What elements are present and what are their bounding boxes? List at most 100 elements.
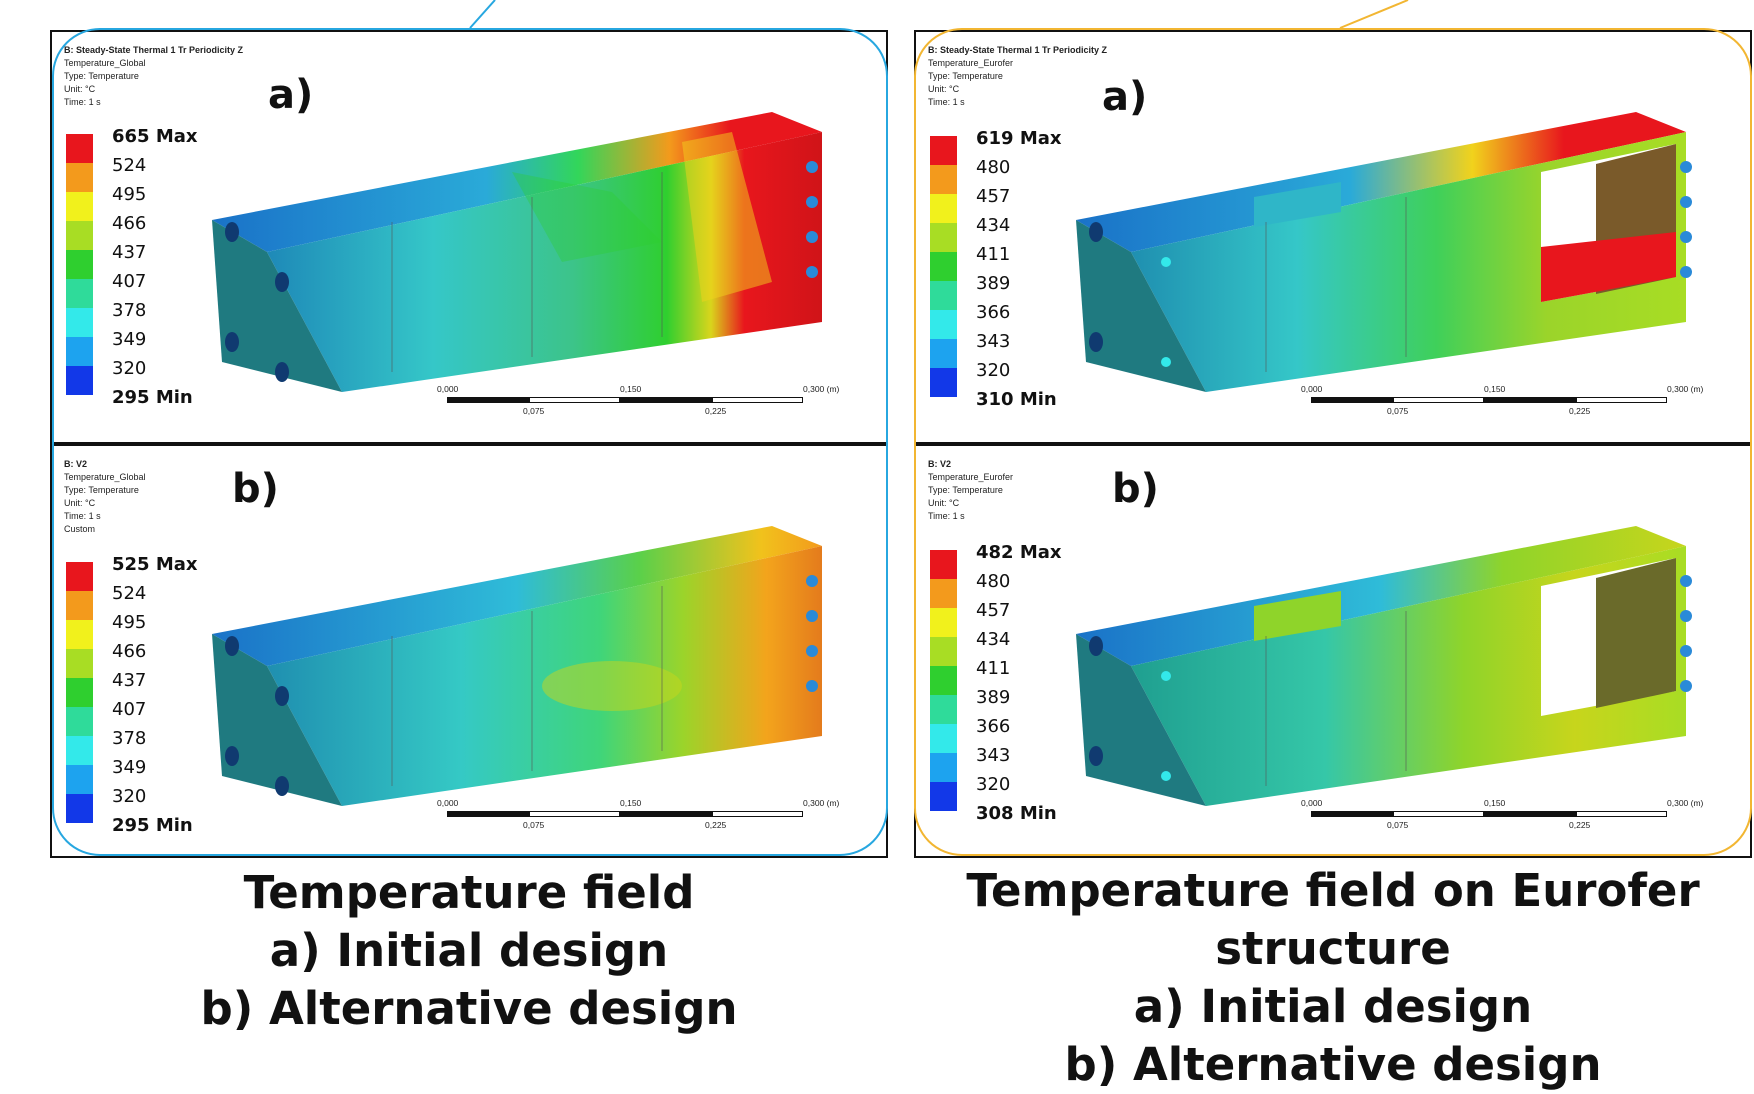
caption-line: b) Alternative design xyxy=(1064,1038,1602,1091)
legend-entry: 524 xyxy=(66,583,206,620)
legend-swatch xyxy=(66,678,93,707)
header-line: B: V2 xyxy=(64,459,88,469)
legend-entry: 480 xyxy=(930,571,1070,608)
header-line: Unit: °C xyxy=(64,84,96,94)
header-line: Time: 1 s xyxy=(928,511,965,521)
scale-label: 0,300 (m) xyxy=(1667,384,1704,394)
legend-entry: 524 xyxy=(66,155,206,192)
legend-entry: 320 xyxy=(66,358,206,395)
legend-entry: 343 xyxy=(930,331,1070,368)
highlight-frame-left xyxy=(52,28,888,856)
scale-segment xyxy=(712,811,803,817)
scale-segment xyxy=(1576,811,1667,817)
legend-entry: 310 Min xyxy=(930,389,1070,426)
panel-tag: a) xyxy=(1102,74,1148,120)
scale-segment xyxy=(1393,811,1484,817)
legend-entry: 434 xyxy=(930,215,1070,252)
header-line: Unit: °C xyxy=(64,498,96,508)
header-line: Temperature_Eurofer xyxy=(928,472,1014,482)
legend-entry: 480 xyxy=(930,157,1070,194)
scale-label: 0,000 xyxy=(1301,798,1323,808)
scale-segment xyxy=(1576,397,1667,403)
legend-entry: 378 xyxy=(66,728,206,765)
scale-segment xyxy=(1311,397,1393,403)
scale-label: 0,075 xyxy=(1387,406,1409,416)
scale-label: 0,225 xyxy=(1569,820,1591,830)
legend-entry: 295 Min xyxy=(66,387,206,424)
scale-label: 0,300 (m) xyxy=(803,798,840,808)
legend-label: 389 xyxy=(976,687,1011,708)
legend-swatch xyxy=(66,279,93,308)
legend-entry: 482 Max xyxy=(930,542,1070,579)
legend-swatch xyxy=(66,562,93,591)
caption-line: a) Initial design xyxy=(1133,980,1533,1033)
scale-bar: 0,000 0,150 0,300 (m) 0,075 0,225 xyxy=(437,798,840,838)
highlight-frame-right xyxy=(914,28,1752,856)
legend-swatch xyxy=(930,753,957,782)
legend-entry: 495 xyxy=(66,612,206,649)
legend-swatch xyxy=(66,308,93,337)
panel-tag: b) xyxy=(232,466,279,512)
legend-label: 457 xyxy=(976,186,1011,207)
legend-entry: 320 xyxy=(930,774,1070,811)
caption-line: Temperature field on Eurofer xyxy=(966,864,1700,917)
legend-swatch xyxy=(66,649,93,678)
legend-swatch xyxy=(930,579,957,608)
panel-right-initial: B: Steady-State Thermal 1 Tr Periodicity… xyxy=(914,30,1752,444)
connector-line-right xyxy=(1339,0,1409,29)
legend-swatch xyxy=(66,134,93,163)
header-line: Unit: °C xyxy=(928,498,960,508)
legend-label: 434 xyxy=(976,629,1011,650)
legend-label: 619 Max xyxy=(976,128,1062,149)
legend-swatch xyxy=(930,136,957,165)
legend-entry: 437 xyxy=(66,670,206,707)
scale-bar: 0,000 0,150 0,300 (m) 0,075 0,225 xyxy=(1301,384,1704,424)
scale-segment xyxy=(529,397,620,403)
legend-swatch xyxy=(930,339,957,368)
scale-label: 0,300 (m) xyxy=(803,384,840,394)
scale-label: 0,075 xyxy=(523,820,545,830)
scale-segment xyxy=(1484,397,1576,403)
header-line: Unit: °C xyxy=(928,84,960,94)
header-line: Type: Temperature xyxy=(64,485,139,495)
legend-swatch xyxy=(66,337,93,366)
legend-swatch xyxy=(930,310,957,339)
legend-label: 320 xyxy=(976,360,1011,381)
legend-label: 320 xyxy=(112,358,147,379)
legend-swatch xyxy=(930,281,957,310)
header-line: Type: Temperature xyxy=(64,71,139,81)
panel-header: B: V2 Temperature_Eurofer Type: Temperat… xyxy=(928,458,1013,523)
scale-label: 0,225 xyxy=(705,820,727,830)
legend-label: 407 xyxy=(112,699,147,720)
legend-label: 434 xyxy=(976,215,1011,236)
legend-entry: 366 xyxy=(930,302,1070,339)
legend-entry: 495 xyxy=(66,184,206,221)
scale-segment xyxy=(1484,811,1576,817)
legend-swatch xyxy=(66,620,93,649)
legend-label: 295 Min xyxy=(112,387,193,408)
legend-entry: 434 xyxy=(930,629,1070,666)
scale-segment xyxy=(620,397,712,403)
legend-swatch xyxy=(66,765,93,794)
caption-line: Temperature field xyxy=(243,866,695,919)
caption-line: a) Initial design xyxy=(269,924,669,977)
legend-swatch xyxy=(930,724,957,753)
legend-label: 665 Max xyxy=(112,126,198,147)
legend-label: 466 xyxy=(112,213,147,234)
scale-segment xyxy=(712,397,803,403)
legend-swatch xyxy=(66,163,93,192)
scale-label: 0,225 xyxy=(705,406,727,416)
legend-label: 525 Max xyxy=(112,554,198,575)
legend-swatch xyxy=(66,366,93,395)
header-line: B: V2 xyxy=(928,459,952,469)
legend-entry: 349 xyxy=(66,329,206,366)
legend-label: 389 xyxy=(976,273,1011,294)
scale-segment xyxy=(529,811,620,817)
legend-swatch xyxy=(930,695,957,724)
scale-label: 0,150 xyxy=(620,384,642,394)
legend-entry: 389 xyxy=(930,273,1070,310)
legend-label: 320 xyxy=(112,786,147,807)
scale-segment xyxy=(447,811,529,817)
legend-entry: 366 xyxy=(930,716,1070,753)
legend-label: 411 xyxy=(976,658,1011,679)
